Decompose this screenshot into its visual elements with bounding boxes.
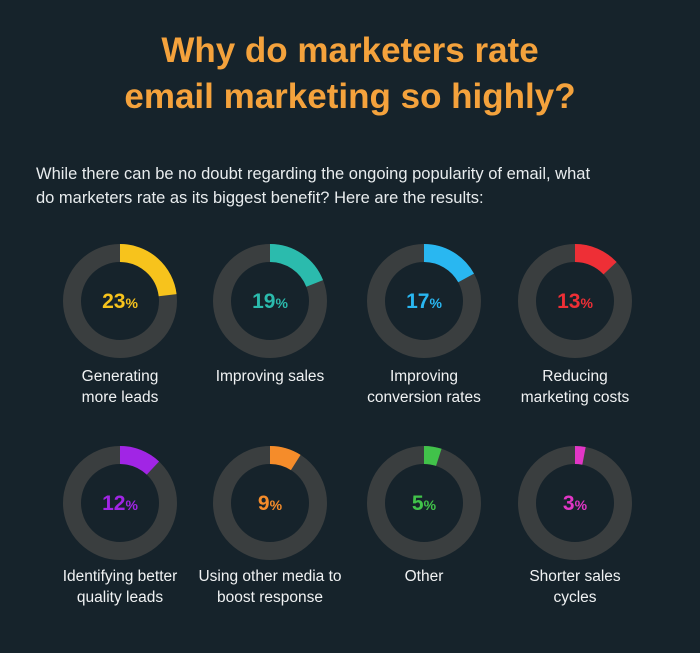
donut-value-number: 9 (258, 492, 270, 515)
donut-value-label: 5% (412, 492, 437, 515)
category-label-line: Identifying better (62, 568, 178, 585)
category-label-line: Reducing (542, 368, 608, 385)
category-label-line: Improving sales (215, 368, 325, 385)
donut-value-label: 23% (102, 290, 138, 313)
donut-segment (518, 244, 632, 358)
donut-chart: 23% (63, 244, 177, 358)
donut-chart: 3% (518, 446, 632, 560)
donut-value-label: 12% (102, 492, 138, 515)
donut-value-label: 13% (557, 290, 593, 313)
donut-chart: 17% (367, 244, 481, 358)
donut-value-unit: % (125, 295, 138, 311)
donut-value-number: 19 (252, 290, 275, 313)
donut-chart: 13% (518, 244, 632, 358)
donut-value-unit: % (575, 497, 588, 513)
donut-value-label: 9% (258, 492, 283, 515)
donut-segment (367, 446, 481, 560)
donut-category-label: Using other media to boost response (180, 566, 360, 608)
donut-segment (63, 446, 177, 560)
donut-chart: 9% (213, 446, 327, 560)
intro-line-1: While there can be no doubt regarding th… (36, 165, 591, 183)
donut-chart: 19% (213, 244, 327, 358)
donut-value-unit: % (275, 295, 288, 311)
category-label-line: Generating (81, 368, 159, 385)
donut-value-unit: % (424, 497, 437, 513)
donut-value-unit: % (270, 497, 283, 513)
category-label-line: marketing costs (520, 389, 630, 406)
category-label-line: Improving (389, 368, 459, 385)
donut-chart: 12% (63, 446, 177, 560)
donut-value-label: 3% (563, 492, 588, 515)
donut-value-unit: % (580, 295, 593, 311)
donut-value-label: 19% (252, 290, 288, 313)
donut-segment (63, 244, 177, 358)
donut-category-label: Improving conversion rates (334, 366, 514, 408)
donut-value-label: 17% (406, 290, 442, 313)
donut-value-number: 3 (563, 492, 575, 515)
category-label-line: cycles (553, 589, 597, 606)
intro-text: While there can be no doubt regarding th… (36, 162, 676, 210)
category-label-line: boost response (217, 589, 323, 606)
donut-value-number: 23 (102, 290, 125, 313)
donut-segment (367, 244, 481, 358)
donut-segment (213, 244, 327, 358)
donut-category-label: Shorter sales cycles (485, 566, 665, 608)
category-label-line: quality leads (76, 589, 164, 606)
page-title: Why do marketers rate email marketing so… (0, 28, 700, 120)
donut-category-label: Reducing marketing costs (485, 366, 665, 408)
donut-chart: 5% (367, 446, 481, 560)
donut-segment (518, 446, 632, 560)
category-label-line: Using other media to (198, 568, 342, 585)
donut-value-unit: % (429, 295, 442, 311)
category-label-line: conversion rates (367, 389, 481, 406)
donut-value-number: 17 (406, 290, 429, 313)
donut-segment (213, 446, 327, 560)
intro-line-2: do marketers rate as its biggest benefit… (36, 189, 484, 207)
donut-category-label: Improving sales (180, 366, 360, 387)
category-label-line: Shorter sales (529, 568, 621, 585)
donut-value-number: 13 (557, 290, 580, 313)
donut-category-label: Identifying better quality leads (30, 566, 210, 608)
category-label-line: more leads (81, 389, 159, 406)
category-label-line: Other (404, 568, 444, 585)
donut-category-label: Generating more leads (30, 366, 210, 408)
donut-category-label: Other (334, 566, 514, 587)
title-line-2: email marketing so highly? (124, 77, 576, 116)
donut-value-number: 12 (102, 492, 125, 515)
donut-value-unit: % (125, 497, 138, 513)
donut-value-number: 5 (412, 492, 424, 515)
title-line-1: Why do marketers rate (161, 31, 539, 70)
